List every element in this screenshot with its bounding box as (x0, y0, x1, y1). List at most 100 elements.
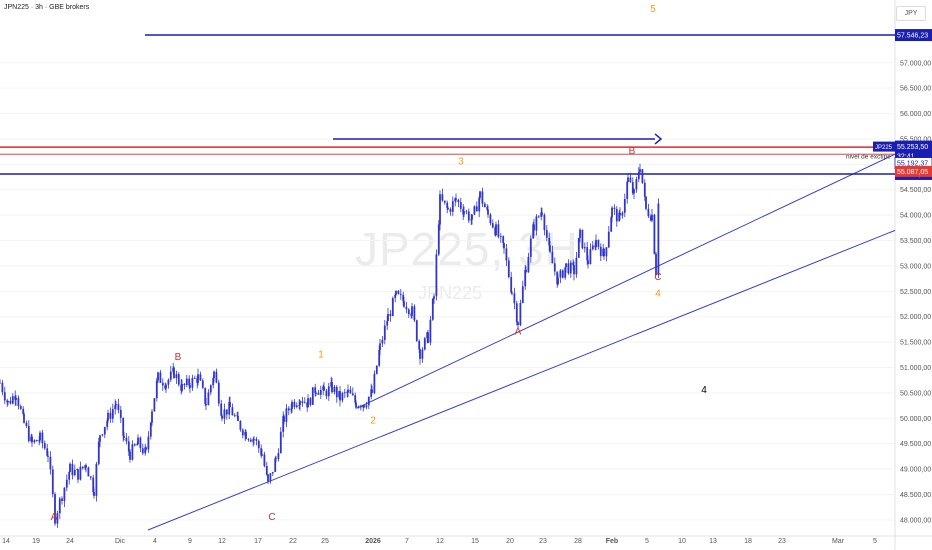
price-tick-label: 50.000,00 (900, 416, 931, 423)
candle-body (125, 437, 128, 442)
candle-body (103, 426, 106, 435)
price-tick-label: 52.500,00 (900, 289, 931, 296)
candle-body (295, 405, 298, 407)
candle-body (69, 463, 71, 473)
candle-body (487, 209, 489, 215)
candle-body (449, 209, 452, 212)
candle-body (97, 441, 100, 464)
trendlines (147, 153, 896, 531)
candle-body (637, 172, 640, 180)
wave-labels: A B C 1 2 3 A B C 4 5 4 (51, 4, 708, 523)
candle-body (635, 179, 638, 190)
candle-body (427, 332, 429, 343)
candle-body (319, 390, 322, 395)
candle-body (618, 212, 621, 222)
candle-body (491, 223, 494, 228)
candle-body (267, 474, 269, 482)
price-tick-label: 51.500,00 (900, 340, 931, 347)
date-tick-label: 4 (153, 538, 157, 545)
candle-body (649, 216, 652, 221)
candle-body (213, 371, 215, 379)
candle-body (293, 401, 296, 407)
candle-body (65, 479, 68, 488)
wave-label: B (629, 146, 636, 157)
candle-body (101, 434, 104, 436)
candle-body (331, 382, 333, 393)
candle-body (314, 387, 317, 393)
candle-body (502, 236, 505, 244)
candle-body (19, 406, 22, 409)
candle-body (423, 338, 426, 350)
candle-body (517, 322, 519, 326)
candle-body (249, 439, 252, 442)
candle-body (303, 402, 306, 404)
candle-body (307, 398, 309, 408)
price-tick-label: 57.000,00 (900, 60, 931, 67)
candle-body (451, 201, 454, 212)
candle-body (557, 277, 559, 285)
candle-body (122, 417, 125, 436)
date-tick-label: 19 (32, 538, 40, 545)
candle-body (155, 380, 158, 399)
price-tick-label: 53.500,00 (900, 238, 931, 245)
candle-body (73, 469, 76, 476)
candle-body (627, 177, 629, 182)
candle-body (136, 444, 139, 446)
candle-body (394, 294, 397, 299)
candle-body (354, 395, 357, 403)
candle-body (363, 405, 365, 408)
price-tick-label: 54.500,00 (900, 187, 931, 194)
candle-body (535, 216, 538, 231)
candle-body (327, 386, 330, 397)
trendline (356, 153, 896, 409)
candle-body (615, 209, 618, 222)
candle-body (379, 343, 381, 350)
candle-body (527, 256, 530, 273)
candle-body (467, 211, 470, 221)
candle-body (495, 224, 497, 236)
candle-body (107, 412, 109, 421)
candle-body (68, 472, 71, 480)
candle-body (291, 401, 293, 409)
candle-body (181, 383, 183, 391)
date-tick-label: 23 (539, 538, 547, 545)
countdown-label: 32:41 (897, 154, 915, 161)
candle-body (252, 439, 255, 442)
candle-body (89, 476, 92, 478)
date-tick-label: 25 (321, 538, 329, 545)
candle-body (127, 441, 130, 452)
candle-body (407, 309, 410, 315)
candle-body (15, 397, 17, 400)
candle-body (613, 207, 616, 210)
candle-body (459, 202, 462, 209)
candle-body (204, 387, 207, 404)
candle-body (207, 392, 210, 406)
candle-body (387, 313, 389, 322)
candle-body (115, 404, 117, 406)
candle-body (38, 440, 41, 442)
candle-body (225, 409, 228, 415)
candle-body (386, 321, 389, 326)
candle-body (365, 405, 368, 408)
candle-body (201, 380, 204, 388)
candle-body (129, 451, 131, 460)
date-tick-label: 10 (678, 538, 686, 545)
candle-body (643, 182, 646, 197)
candle-body (465, 211, 468, 213)
candle-body (381, 339, 384, 344)
candle-body (0, 382, 1, 384)
currency-badge[interactable]: JPY (896, 6, 926, 21)
candle-body (405, 306, 408, 310)
candles (0, 163, 660, 528)
candle-body (220, 403, 223, 416)
candle-body (524, 269, 527, 287)
candle-body (389, 313, 392, 316)
candle-body (25, 422, 28, 426)
candle-body (486, 207, 489, 210)
date-tick-label: 18 (744, 538, 752, 545)
date-tick-label: 12 (436, 538, 444, 545)
candle-body (228, 402, 231, 415)
candle-body (641, 169, 644, 183)
candle-body (165, 384, 167, 389)
